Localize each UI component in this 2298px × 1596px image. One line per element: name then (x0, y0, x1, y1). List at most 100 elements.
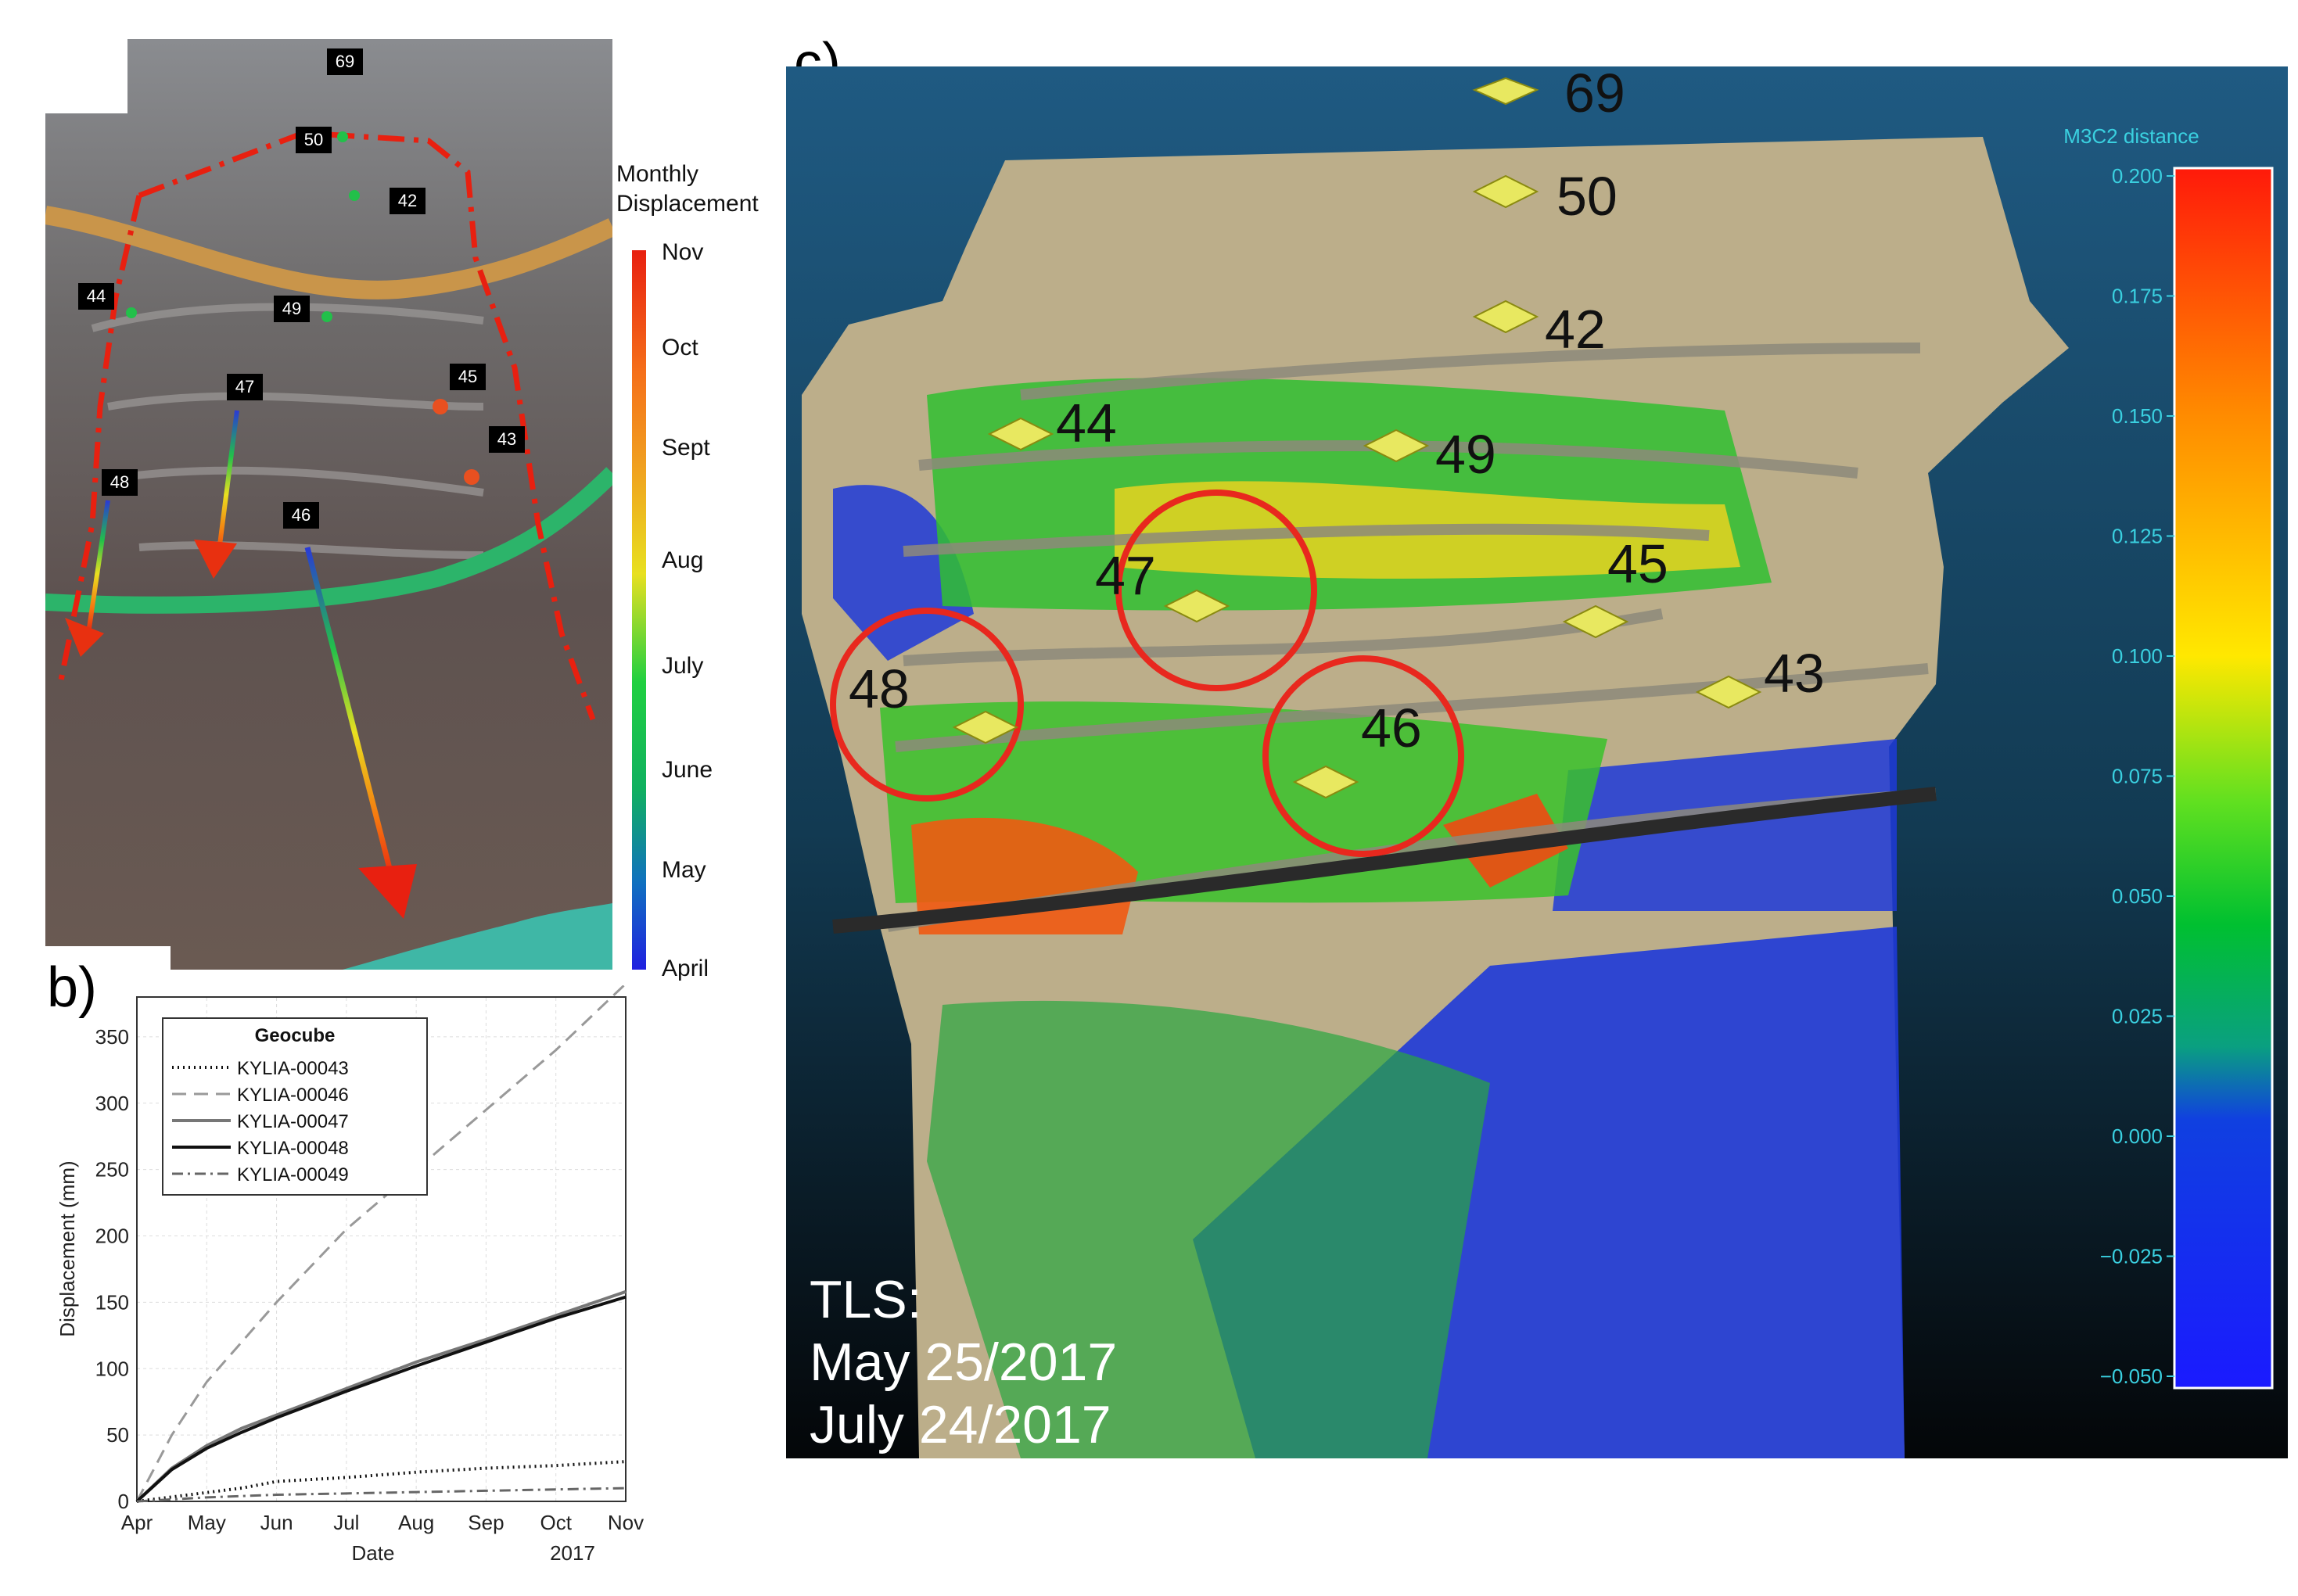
station-label-46: 46 (283, 502, 319, 529)
displacement-arrow-46 (304, 547, 397, 884)
m3c2-tick-label-7: 0.025 (2112, 1005, 2163, 1028)
legend-box (162, 1017, 428, 1196)
series-line-kylia-00048 (135, 1295, 627, 1503)
m3c2-tick-label-8: 0.000 (2112, 1124, 2163, 1148)
station-label-45: 45 (450, 364, 486, 390)
x-tick-label-jun: Jun (260, 1511, 293, 1534)
station-label-44: 44 (78, 283, 114, 310)
legend-label-kylia-00049: KYLIA-00049 (237, 1164, 349, 1185)
station-number-46: 46 (1361, 698, 1422, 759)
panel-a-orthophoto (45, 39, 612, 970)
y-tick-label-150: 150 (95, 1290, 129, 1314)
x-tick-label-sep: Sep (468, 1511, 504, 1534)
x-tick-label-jul: Jul (333, 1511, 359, 1534)
station-number-48: 48 (849, 658, 910, 719)
arrowhead-46 (358, 864, 417, 919)
legend-label-kylia-00043: KYLIA-00043 (237, 1058, 349, 1079)
geocube-icon-44 (987, 417, 1054, 451)
geocube-icon-46 (1292, 765, 1359, 799)
geocube-icon-69 (1472, 77, 1539, 106)
m3c2-colorbar-title: M3C2 distance (2063, 124, 2199, 148)
y-tick-label-300: 300 (95, 1092, 129, 1115)
station-number-47: 47 (1095, 545, 1156, 606)
series-line-kylia-00047 (135, 1289, 627, 1503)
displacement-arrow-47 (215, 410, 239, 564)
point-marker-42 (349, 190, 360, 201)
benches (886, 343, 1937, 932)
m3c2-tick-label-4: 0.100 (2112, 644, 2163, 668)
m3c2-tick-label-9: −0.025 (2100, 1245, 2163, 1268)
colorbar-a-label-june: June (662, 757, 713, 783)
geocube-icon-45 (1562, 604, 1629, 639)
colorbar-a-title-line2: Displacement (616, 191, 759, 217)
colorbar-a-bar (632, 250, 646, 970)
m3c2-colorbar-ticks: 0.200 0.175 0.150 0.125 0.100 0.075 0.050 0.025… (2100, 164, 2174, 1388)
m3c2-tick-label-6: 0.050 (2112, 884, 2163, 908)
y-tick-label-0: 0 (118, 1490, 129, 1513)
chart-xlabel: Date (352, 1541, 395, 1565)
colorbar-a-label-may: May (662, 857, 706, 883)
point-marker-50 (337, 131, 348, 142)
legend-label-kylia-00047: KYLIA-00047 (237, 1111, 349, 1132)
point-marker-43 (464, 469, 479, 485)
station-number-69: 69 (1564, 66, 1625, 124)
x-tick-label-may: May (188, 1511, 226, 1534)
m3c2-tick-label-3: 0.125 (2112, 525, 2163, 548)
green-zone-lower (927, 1000, 1490, 1458)
y-tick-label-250: 250 (95, 1158, 129, 1182)
station-number-43: 43 (1764, 643, 1825, 704)
y-tick-label-200: 200 (95, 1225, 129, 1248)
geocube-markers (952, 77, 1762, 799)
road-green (45, 467, 612, 614)
geocube-icon-48 (952, 710, 1019, 744)
y-tick-label-100: 100 (95, 1357, 129, 1380)
geocube-icon-43 (1695, 675, 1762, 709)
photo-mask-bottom-left (45, 946, 171, 970)
legend-label-kylia-00048: KYLIA-00048 (237, 1138, 349, 1159)
series-line-kylia-00049 (136, 1487, 627, 1503)
geocube-icon-50 (1472, 174, 1539, 209)
tls-label-line3: July 24/2017 (810, 1395, 1111, 1454)
chart-plot-frame (136, 996, 627, 1502)
arrowhead-48 (65, 618, 104, 657)
photo-mask-top-left (45, 39, 127, 113)
colorbar-a-label-july: July (662, 653, 704, 679)
road-dark (832, 787, 1937, 934)
x-tick-label-nov: Nov (608, 1511, 644, 1534)
station-number-49: 49 (1435, 424, 1496, 485)
series-line-kylia-00043 (136, 1460, 627, 1503)
y-tick-label-350: 350 (95, 1025, 129, 1049)
station-label-50: 50 (296, 127, 332, 153)
m3c2-tick-label-10: −0.050 (2100, 1365, 2163, 1388)
tls-label-line1: TLS: (810, 1270, 922, 1329)
red-circle-47 (1115, 490, 1317, 691)
red-circle-48 (830, 608, 1024, 802)
point-marker-49 (321, 311, 332, 322)
m3c2-tick-label-2: 0.150 (2112, 404, 2163, 428)
series-line-kylia-00046 (135, 985, 627, 1502)
station-label-42: 42 (390, 188, 425, 214)
x-tick-label-oct: Oct (540, 1511, 572, 1534)
panel-b-letter: b) (47, 956, 98, 1019)
station-label-69: 69 (327, 48, 363, 75)
panel-b-displacement-chart: 0 50 100 150 200 250 300 350 Apr May Jun Jul Aug Sep… (56, 985, 644, 1565)
road-orange (45, 206, 612, 299)
displacement-arrow-48 (86, 500, 110, 634)
chart-year-label: 2017 (550, 1541, 595, 1565)
station-number-45: 45 (1607, 533, 1668, 594)
chart-legend: Geocube KYLIA-00043 KYLIA-00046 KYLIA-0004… (162, 1017, 428, 1196)
station-number-44: 44 (1056, 393, 1117, 454)
colorbar-a-label-aug: Aug (662, 547, 704, 573)
chart-ylabel: Displacement (mm) (56, 1160, 79, 1336)
red-circle-46 (1262, 655, 1464, 857)
geocube-icon-49 (1363, 429, 1430, 463)
point-marker-45 (433, 399, 448, 414)
colorbar-a-label-sept: Sept (662, 435, 710, 461)
geocube-icon-42 (1472, 299, 1539, 334)
station-label-49: 49 (274, 296, 310, 322)
station-label-48: 48 (102, 469, 138, 496)
m3c2-tick-label-1: 0.175 (2112, 285, 2163, 308)
legend-label-kylia-00046: KYLIA-00046 (237, 1085, 349, 1106)
colorbar-a-label-april: April (662, 956, 709, 981)
m3c2-colorbar (2173, 167, 2274, 1390)
